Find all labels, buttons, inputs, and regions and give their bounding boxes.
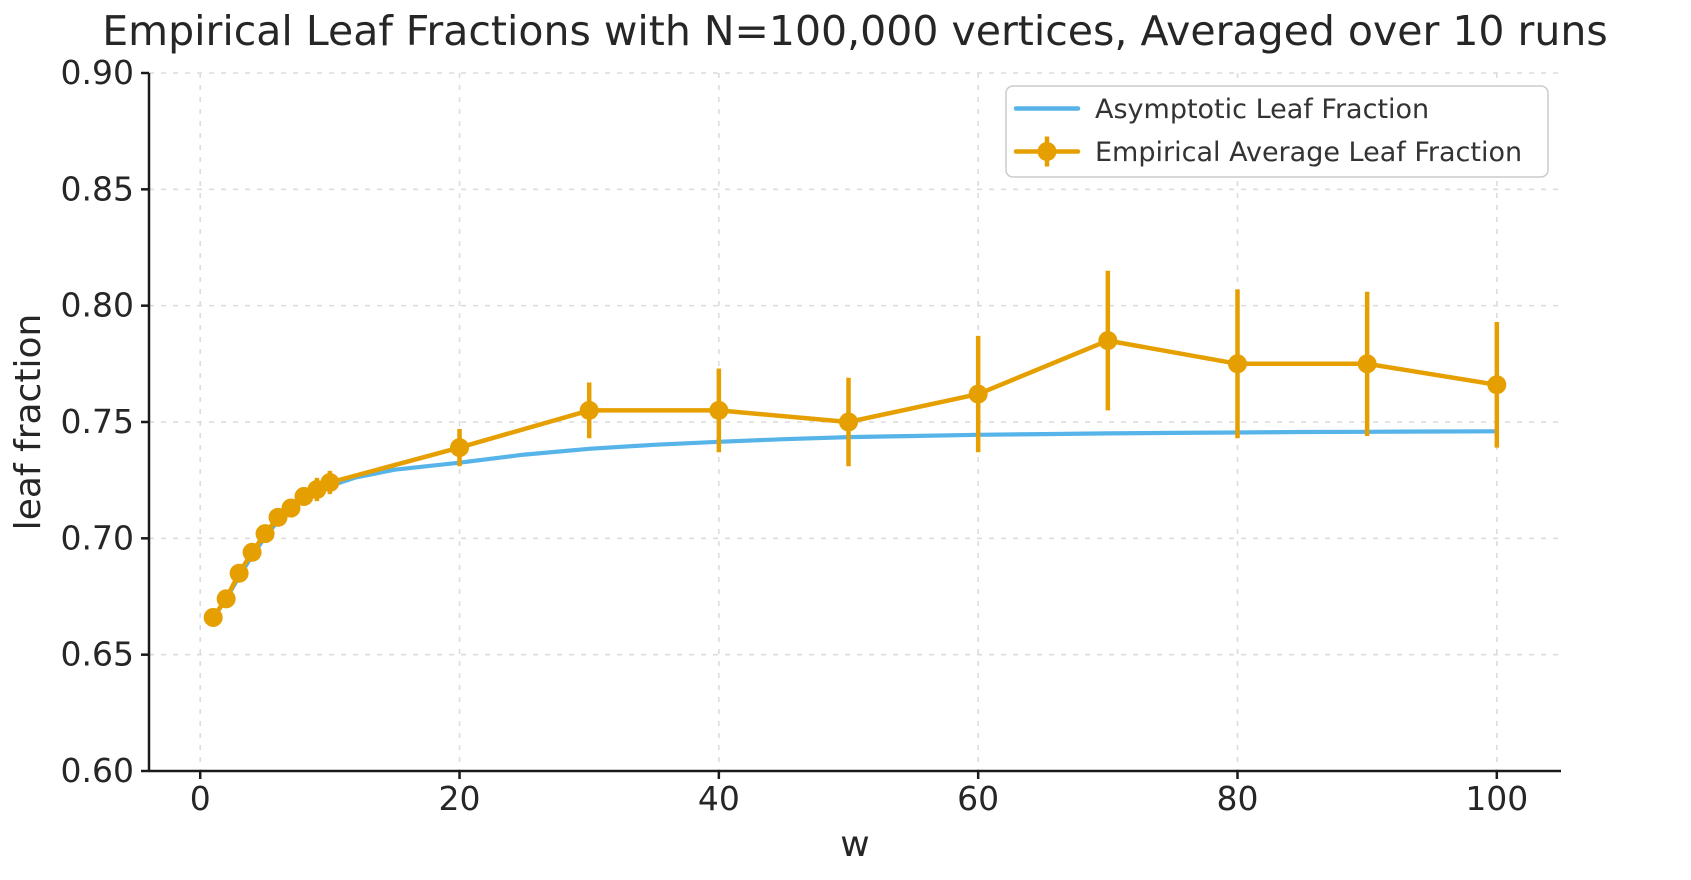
legend-item-empirical-average-leaf-fraction: Empirical Average Leaf Fraction: [1013, 136, 1522, 168]
legend-item-asymptotic-leaf-fraction: Asymptotic Leaf Fraction: [1013, 94, 1429, 125]
y-tick-label: 0.90: [61, 53, 134, 92]
y-axis-label: leaf fraction: [8, 314, 49, 531]
x-tick-label: 40: [698, 779, 740, 818]
data-point-marker: [1098, 331, 1118, 351]
data-point-marker: [1487, 375, 1507, 395]
data-point-marker: [255, 524, 275, 544]
legend-label: Empirical Average Leaf Fraction: [1095, 137, 1522, 168]
data-point-marker: [242, 542, 262, 562]
y-tick-label: 0.75: [61, 402, 134, 441]
data-point-marker: [450, 438, 470, 458]
data-point-marker: [1357, 354, 1377, 374]
data-point-marker: [281, 498, 301, 518]
y-tick-label: 0.80: [61, 286, 134, 325]
y-tick-label: 0.85: [61, 169, 134, 208]
x-tick-label: 0: [190, 779, 211, 818]
legend-box: [1005, 85, 1549, 178]
y-tick-label: 0.70: [61, 518, 134, 557]
legend: Asymptotic Leaf Fraction Empirical Averag…: [1005, 85, 1549, 178]
data-point-marker: [709, 400, 729, 420]
data-point-marker: [579, 400, 599, 420]
x-tick-label: 100: [1465, 779, 1528, 818]
y-tick-label: 0.65: [61, 635, 134, 674]
x-tick-label: 20: [439, 779, 481, 818]
data-point-marker: [1227, 354, 1247, 374]
x-axis-label: w: [840, 824, 869, 865]
legend-marker-sample: [1037, 142, 1057, 161]
series-empirical-average-leaf-fraction: [203, 270, 1507, 627]
axes: 0 20 40 60 80 100 0.60 0.65 0.70 0.75 0.80 0.85 0.90: [61, 53, 1561, 818]
data-point-marker: [968, 384, 988, 404]
data-point-marker: [320, 472, 340, 492]
data-point-marker: [229, 563, 249, 583]
data-point-marker: [203, 607, 223, 627]
series-layer: [203, 270, 1507, 627]
x-tick-label: 80: [1216, 779, 1258, 818]
data-point-marker: [839, 412, 859, 432]
chart-title: Empirical Leaf Fractions with N=100,000 …: [102, 7, 1608, 55]
legend-label: Asymptotic Leaf Fraction: [1095, 94, 1429, 125]
x-tick-label: 60: [957, 779, 999, 818]
y-tick-label: 0.60: [61, 751, 134, 790]
data-point-marker: [216, 589, 236, 609]
